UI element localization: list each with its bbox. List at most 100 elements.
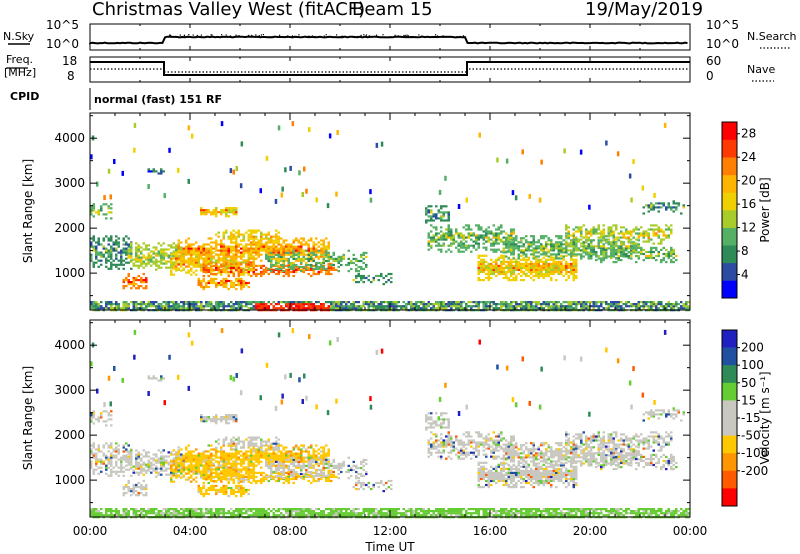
power-cell <box>260 235 263 238</box>
power-cell <box>540 264 543 267</box>
power-cell <box>285 243 288 246</box>
velocity-cell <box>210 458 213 461</box>
power-cell <box>637 251 640 254</box>
velocity-cell <box>187 464 190 467</box>
power-cell <box>240 253 243 256</box>
power-cell <box>145 276 148 280</box>
power-cell <box>642 234 645 237</box>
velocity-cell <box>182 464 185 467</box>
power-cell <box>547 307 550 310</box>
power-cell <box>100 253 103 256</box>
power-cell <box>265 307 268 310</box>
power-cell <box>147 262 150 265</box>
velocity-cell <box>220 456 223 459</box>
power-cell <box>587 236 590 239</box>
power-cell <box>660 230 663 233</box>
power-cell <box>555 268 558 271</box>
power-cell <box>250 237 253 240</box>
power-cell <box>337 257 340 260</box>
power-cell <box>492 260 495 263</box>
power-cell <box>292 257 295 260</box>
power-cell <box>522 251 525 254</box>
power-cell <box>345 307 348 310</box>
power-cell <box>442 215 445 218</box>
power-cell <box>670 208 673 211</box>
power-cell <box>232 255 235 258</box>
velocity-cell <box>220 458 223 461</box>
power-cell <box>315 261 318 265</box>
power-cell <box>650 238 653 241</box>
power-cell <box>507 238 510 241</box>
power-cell <box>397 301 400 304</box>
power-cell <box>287 272 290 276</box>
velocity-cell <box>232 466 235 469</box>
power-cell <box>190 243 193 246</box>
power-cell <box>510 247 513 250</box>
power-cell <box>195 303 198 306</box>
power-cell <box>127 279 130 282</box>
power-cell <box>102 237 105 240</box>
nsky-label: N.Sky <box>3 30 35 43</box>
velocity-cell <box>185 452 188 455</box>
power-cell <box>387 301 390 304</box>
power-cell <box>200 269 203 272</box>
power-cell <box>580 234 583 237</box>
velocity-cell <box>220 470 223 473</box>
power-cell <box>202 253 205 256</box>
power-cell <box>112 241 115 244</box>
power-cell <box>660 206 663 209</box>
power-cell <box>282 255 285 258</box>
power-cell <box>100 263 103 266</box>
nsearch-dot <box>341 35 343 37</box>
velocity-cell <box>90 452 93 455</box>
power-cell <box>445 238 448 241</box>
power-cell <box>142 254 145 257</box>
power-cell <box>475 224 478 227</box>
power-cell <box>242 239 245 242</box>
power-cell <box>460 305 463 308</box>
velocity-cell <box>202 458 205 461</box>
power-cell <box>137 260 140 263</box>
power-cell <box>200 253 203 256</box>
power-cell <box>210 266 213 269</box>
power-cell <box>547 255 550 258</box>
power-cell <box>427 303 430 306</box>
power-cell <box>267 249 270 252</box>
power-cell <box>452 242 455 245</box>
power-cell <box>337 305 340 308</box>
velocity-cell <box>135 453 138 456</box>
y-tick-label: 3000 <box>54 176 85 190</box>
power-cell <box>497 258 500 261</box>
power-cell <box>542 276 545 280</box>
power-cell <box>377 274 380 278</box>
power-cell <box>590 230 593 233</box>
power-cell <box>167 303 170 306</box>
power-cell <box>95 257 98 260</box>
power-cell <box>300 270 303 273</box>
power-cell <box>567 305 570 308</box>
power-cell <box>582 251 585 254</box>
power-cell <box>312 241 315 244</box>
nsearch-dot <box>183 34 186 36</box>
nave-series-line <box>90 68 690 73</box>
power-cell <box>527 274 530 278</box>
power-cell <box>522 249 525 252</box>
power-cell <box>337 255 340 258</box>
power-cell <box>425 219 428 222</box>
power-cell <box>572 276 575 280</box>
power-cell <box>232 237 235 240</box>
power-cell <box>617 254 620 258</box>
power-cell <box>332 253 335 256</box>
velocity-cell <box>120 464 123 467</box>
power-cell <box>135 305 138 308</box>
power-cell <box>162 248 165 251</box>
power-cell <box>540 243 543 246</box>
power-cell <box>600 230 603 233</box>
power-cell <box>160 172 163 175</box>
power-cell <box>427 305 430 308</box>
power-cell <box>510 301 513 304</box>
power-cell <box>345 305 348 308</box>
power-cell <box>150 264 153 267</box>
power-cell <box>552 243 555 246</box>
velocity-cell <box>135 467 138 470</box>
